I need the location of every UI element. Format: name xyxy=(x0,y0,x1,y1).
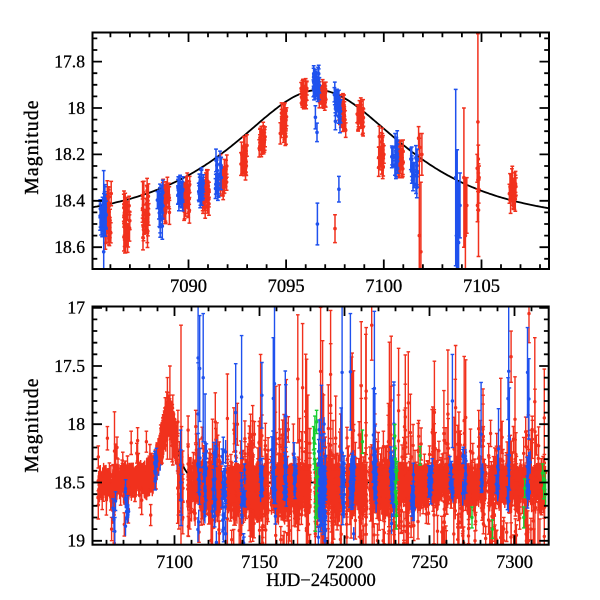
svg-text:7100: 7100 xyxy=(156,553,193,573)
svg-text:18.5: 18.5 xyxy=(54,472,85,492)
svg-text:7090: 7090 xyxy=(170,277,207,297)
svg-text:19: 19 xyxy=(67,531,85,551)
svg-text:18.2: 18.2 xyxy=(54,144,85,164)
svg-text:7200: 7200 xyxy=(326,553,363,573)
svg-text:17: 17 xyxy=(67,298,85,318)
svg-text:HJD−2450000: HJD−2450000 xyxy=(266,570,376,591)
svg-text:7250: 7250 xyxy=(411,553,448,573)
svg-text:17.5: 17.5 xyxy=(54,356,85,376)
svg-text:7300: 7300 xyxy=(496,553,533,573)
svg-text:Magnitude: Magnitude xyxy=(22,99,43,194)
svg-text:7095: 7095 xyxy=(268,277,305,297)
svg-text:Magnitude: Magnitude xyxy=(22,377,43,472)
svg-text:7105: 7105 xyxy=(463,277,500,297)
svg-text:17.8: 17.8 xyxy=(54,51,85,71)
svg-text:18: 18 xyxy=(67,414,85,434)
svg-text:7100: 7100 xyxy=(365,277,402,297)
svg-text:18.6: 18.6 xyxy=(54,237,85,257)
svg-text:7150: 7150 xyxy=(241,553,278,573)
svg-text:18.4: 18.4 xyxy=(54,191,85,211)
svg-text:18: 18 xyxy=(67,98,85,118)
